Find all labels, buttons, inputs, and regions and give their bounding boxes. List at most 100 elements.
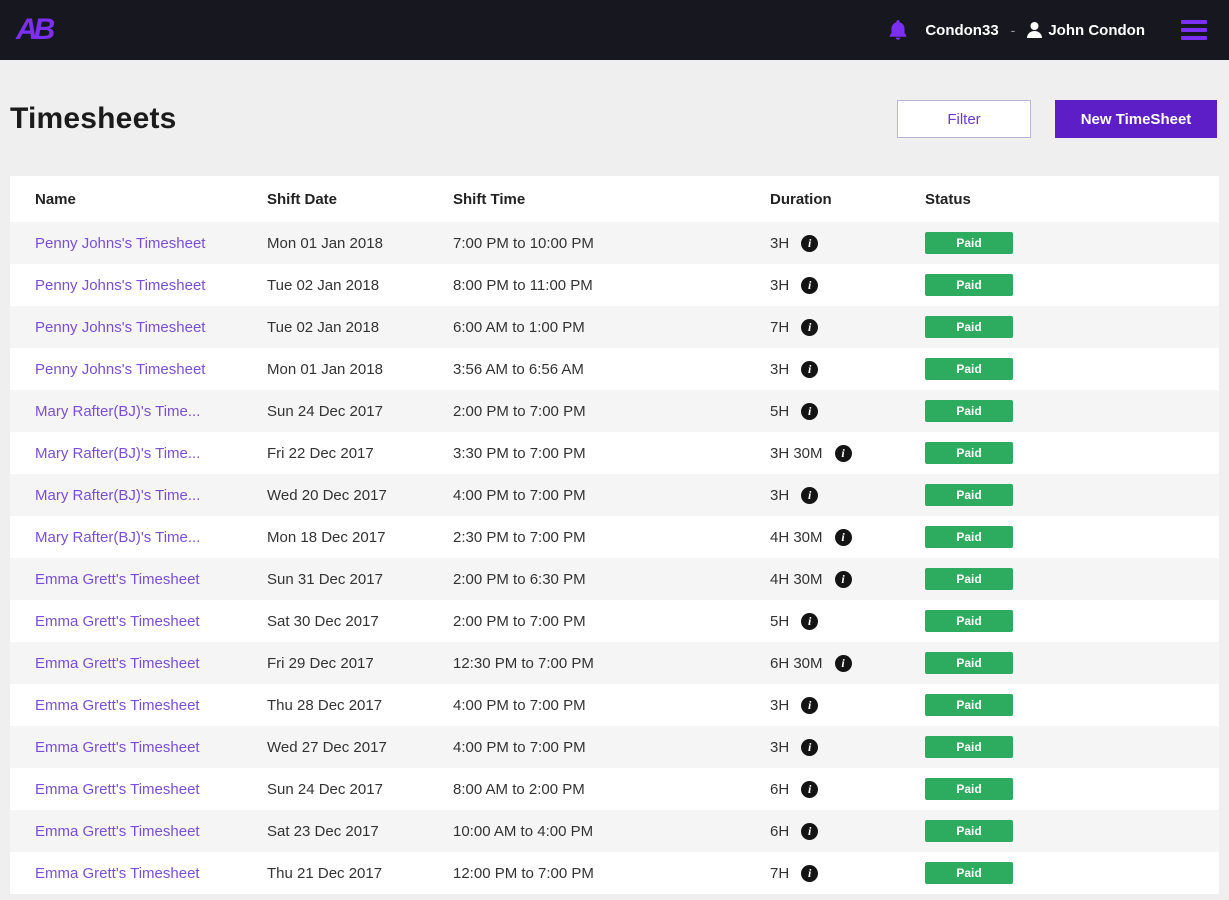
- info-icon[interactable]: i: [835, 655, 852, 672]
- shift-date-cell: Sun 31 Dec 2017: [267, 558, 453, 600]
- shift-time-cell: 8:00 PM to 11:00 PM: [453, 264, 770, 306]
- duration-value: 4H 30M: [770, 571, 823, 588]
- shift-time-cell: 4:00 PM to 7:00 PM: [453, 726, 770, 768]
- shift-date-cell: Fri 22 Dec 2017: [267, 432, 453, 474]
- shift-date-cell: Wed 20 Dec 2017: [267, 474, 453, 516]
- shift-time-cell: 2:30 PM to 7:00 PM: [453, 516, 770, 558]
- shift-time-cell: 7:00 PM to 10:00 PM: [453, 222, 770, 264]
- timesheet-name-link[interactable]: Mary Rafter(BJ)'s Time...: [35, 445, 200, 462]
- duration-value: 3H: [770, 697, 789, 714]
- status-badge: Paid: [925, 820, 1013, 842]
- status-badge: Paid: [925, 358, 1013, 380]
- timesheet-name-link[interactable]: Penny Johns's Timesheet: [35, 319, 205, 336]
- status-badge: Paid: [925, 610, 1013, 632]
- timesheet-name-link[interactable]: Emma Grett's Timesheet: [35, 571, 200, 588]
- status-badge: Paid: [925, 442, 1013, 464]
- duration-value: 3H: [770, 361, 789, 378]
- shift-time-cell: 2:00 PM to 7:00 PM: [453, 600, 770, 642]
- status-badge: Paid: [925, 862, 1013, 884]
- shift-time-cell: 3:30 PM to 7:00 PM: [453, 432, 770, 474]
- shift-time-cell: 6:00 AM to 1:00 PM: [453, 306, 770, 348]
- timesheet-name-link[interactable]: Emma Grett's Timesheet: [35, 655, 200, 672]
- table-row: Penny Johns's Timesheet Mon 01 Jan 2018 …: [10, 222, 1219, 264]
- user-chip[interactable]: John Condon: [1027, 22, 1145, 39]
- info-icon[interactable]: i: [835, 529, 852, 546]
- status-badge: Paid: [925, 232, 1013, 254]
- column-header-status: Status: [925, 176, 1219, 222]
- shift-date-cell: Wed 27 Dec 2017: [267, 726, 453, 768]
- timesheet-name-link[interactable]: Emma Grett's Timesheet: [35, 697, 200, 714]
- timesheet-name-link[interactable]: Emma Grett's Timesheet: [35, 865, 200, 882]
- table-header-row: Name Shift Date Shift Time Duration Stat…: [10, 176, 1219, 222]
- table-row: Emma Grett's Timesheet Thu 28 Dec 2017 4…: [10, 684, 1219, 726]
- info-icon[interactable]: i: [801, 697, 818, 714]
- table-row: Emma Grett's Timesheet Sat 23 Dec 2017 1…: [10, 810, 1219, 852]
- timesheet-name-link[interactable]: Penny Johns's Timesheet: [35, 277, 205, 294]
- info-icon[interactable]: i: [801, 235, 818, 252]
- info-icon[interactable]: i: [801, 277, 818, 294]
- info-icon[interactable]: i: [801, 613, 818, 630]
- company-name[interactable]: Condon33: [925, 22, 998, 39]
- duration-value: 3H 30M: [770, 445, 823, 462]
- column-header-duration: Duration: [770, 176, 925, 222]
- status-badge: Paid: [925, 316, 1013, 338]
- info-icon[interactable]: i: [801, 319, 818, 336]
- app-logo[interactable]: AB: [16, 13, 51, 47]
- timesheet-name-link[interactable]: Mary Rafter(BJ)'s Time...: [35, 487, 200, 504]
- shift-date-cell: Mon 18 Dec 2017: [267, 516, 453, 558]
- shift-time-cell: 8:00 AM to 2:00 PM: [453, 768, 770, 810]
- shift-time-cell: 2:00 PM to 7:00 PM: [453, 390, 770, 432]
- shift-date-cell: Thu 21 Dec 2017: [267, 852, 453, 894]
- user-name: John Condon: [1048, 22, 1145, 39]
- timesheet-name-link[interactable]: Emma Grett's Timesheet: [35, 739, 200, 756]
- table-row: Emma Grett's Timesheet Fri 29 Dec 2017 1…: [10, 642, 1219, 684]
- topbar-separator: -: [1011, 22, 1016, 38]
- status-badge: Paid: [925, 400, 1013, 422]
- duration-value: 7H: [770, 865, 789, 882]
- timesheet-table-body: Penny Johns's Timesheet Mon 01 Jan 2018 …: [10, 222, 1219, 894]
- info-icon[interactable]: i: [801, 403, 818, 420]
- notifications-bell-icon[interactable]: [889, 20, 907, 40]
- shift-date-cell: Fri 29 Dec 2017: [267, 642, 453, 684]
- duration-value: 7H: [770, 319, 789, 336]
- timesheet-name-link[interactable]: Emma Grett's Timesheet: [35, 781, 200, 798]
- duration-value: 3H: [770, 235, 789, 252]
- info-icon[interactable]: i: [801, 823, 818, 840]
- status-badge: Paid: [925, 694, 1013, 716]
- new-timesheet-button[interactable]: New TimeSheet: [1055, 100, 1217, 138]
- table-row: Penny Johns's Timesheet Tue 02 Jan 2018 …: [10, 306, 1219, 348]
- timesheet-name-link[interactable]: Emma Grett's Timesheet: [35, 823, 200, 840]
- shift-time-cell: 4:00 PM to 7:00 PM: [453, 474, 770, 516]
- shift-date-cell: Sun 24 Dec 2017: [267, 390, 453, 432]
- status-badge: Paid: [925, 652, 1013, 674]
- column-header-shift-time: Shift Time: [453, 176, 770, 222]
- timesheet-name-link[interactable]: Penny Johns's Timesheet: [35, 361, 205, 378]
- duration-value: 3H: [770, 277, 789, 294]
- shift-date-cell: Mon 01 Jan 2018: [267, 222, 453, 264]
- info-icon[interactable]: i: [801, 487, 818, 504]
- shift-date-cell: Mon 01 Jan 2018: [267, 348, 453, 390]
- info-icon[interactable]: i: [801, 739, 818, 756]
- menu-hamburger-icon[interactable]: [1181, 20, 1207, 40]
- info-icon[interactable]: i: [801, 361, 818, 378]
- timesheet-name-link[interactable]: Emma Grett's Timesheet: [35, 613, 200, 630]
- duration-value: 5H: [770, 613, 789, 630]
- table-row: Penny Johns's Timesheet Tue 02 Jan 2018 …: [10, 264, 1219, 306]
- info-icon[interactable]: i: [835, 445, 852, 462]
- shift-time-cell: 3:56 AM to 6:56 AM: [453, 348, 770, 390]
- info-icon[interactable]: i: [801, 781, 818, 798]
- timesheet-name-link[interactable]: Mary Rafter(BJ)'s Time...: [35, 529, 200, 546]
- table-row: Mary Rafter(BJ)'s Time... Fri 22 Dec 201…: [10, 432, 1219, 474]
- timesheet-name-link[interactable]: Penny Johns's Timesheet: [35, 235, 205, 252]
- duration-value: 3H: [770, 739, 789, 756]
- table-row: Emma Grett's Timesheet Sun 24 Dec 2017 8…: [10, 768, 1219, 810]
- timesheet-name-link[interactable]: Mary Rafter(BJ)'s Time...: [35, 403, 200, 420]
- filter-button[interactable]: Filter: [897, 100, 1031, 138]
- column-header-name: Name: [10, 176, 267, 222]
- table-row: Mary Rafter(BJ)'s Time... Mon 18 Dec 201…: [10, 516, 1219, 558]
- status-badge: Paid: [925, 736, 1013, 758]
- page-head: Timesheets Filter New TimeSheet: [10, 100, 1217, 138]
- info-icon[interactable]: i: [835, 571, 852, 588]
- info-icon[interactable]: i: [801, 865, 818, 882]
- status-badge: Paid: [925, 568, 1013, 590]
